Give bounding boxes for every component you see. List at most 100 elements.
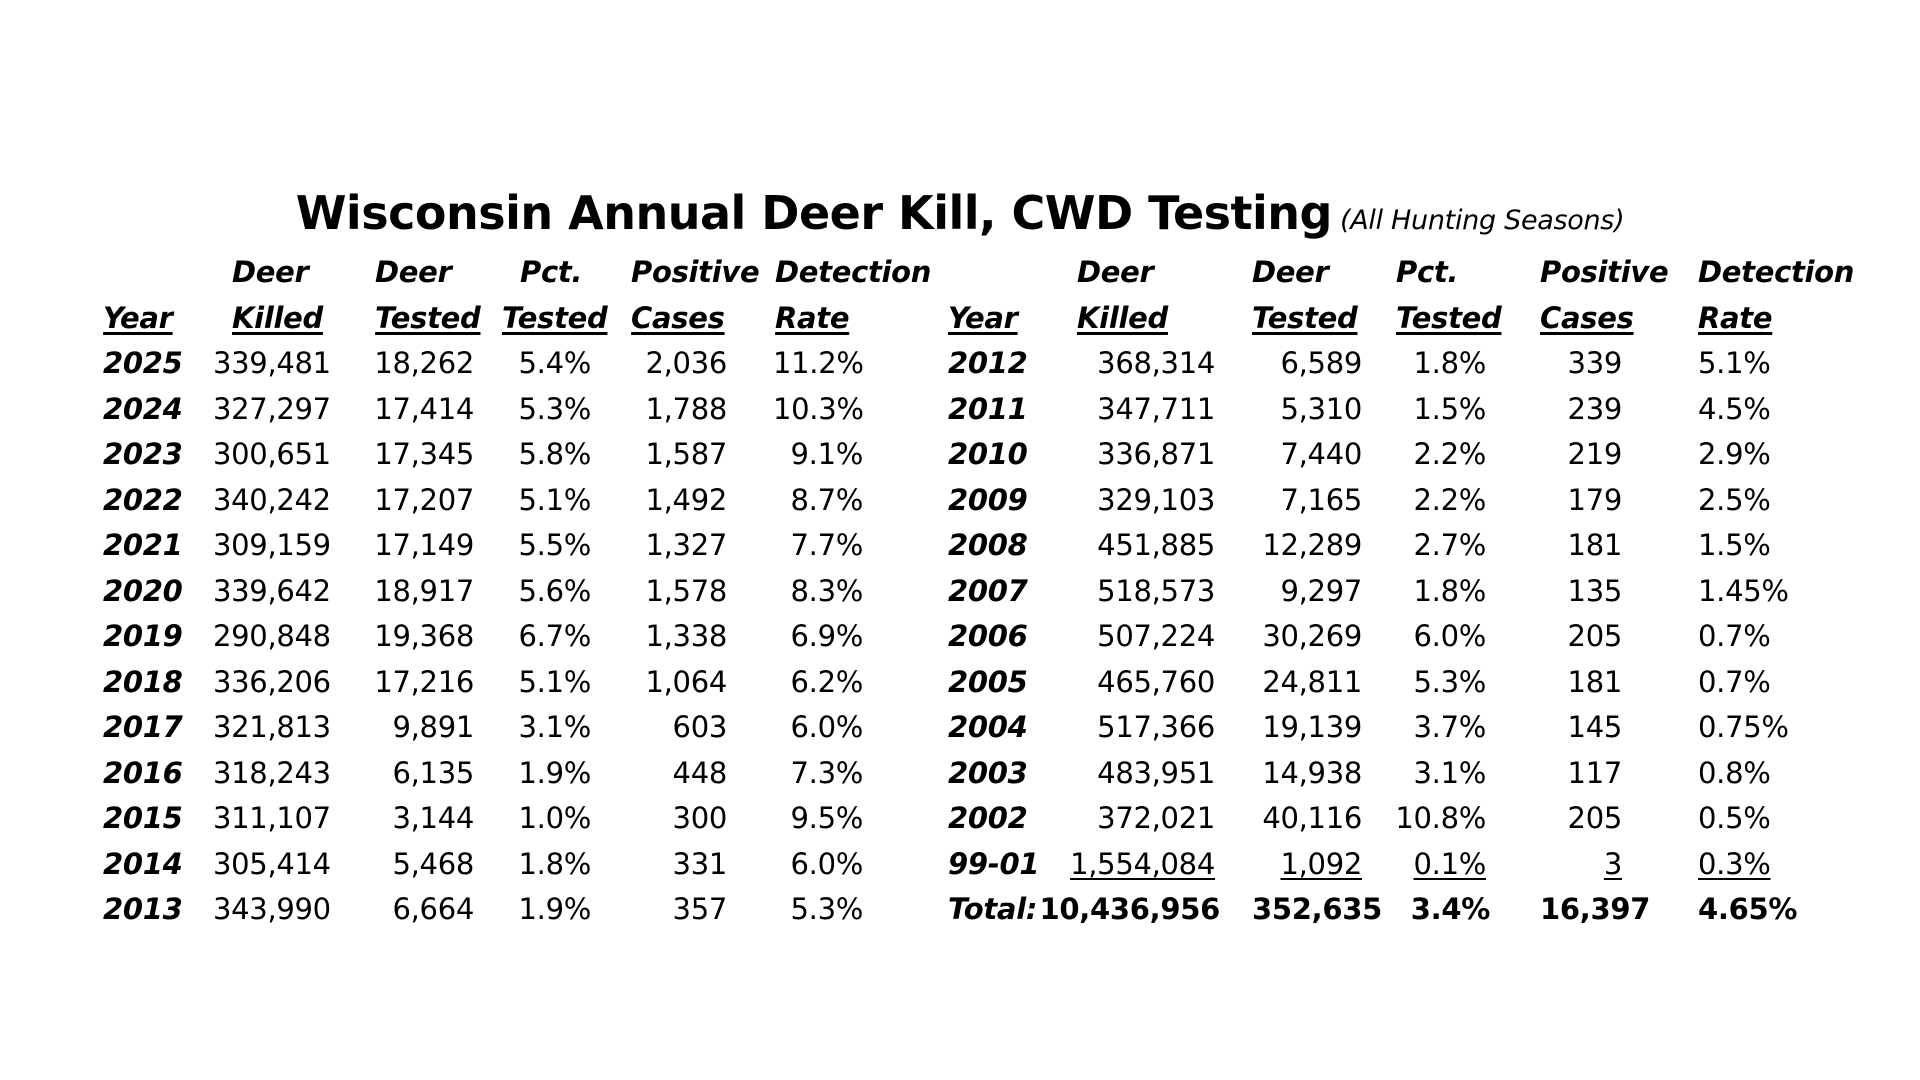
- header-pct-tested: Tested: [502, 300, 608, 335]
- cases-cell: 1,587: [645, 437, 727, 471]
- killed-cell: 451,885: [1097, 528, 1215, 562]
- rate-cell: 0.3%: [1698, 846, 1771, 881]
- tested-cell: 30,269: [1262, 619, 1362, 653]
- cases-cell: 2,036: [645, 346, 727, 380]
- rate-cell: 7.3%: [790, 755, 864, 790]
- tested-cell: 19,139: [1262, 710, 1362, 744]
- pct-cell: 5.6%: [518, 573, 592, 608]
- subtitle-text: (All Hunting Seasons): [1339, 205, 1625, 236]
- page-title: Wisconsin Annual Deer Kill, CWD Testing(…: [0, 186, 1920, 240]
- total-killed: 10,436,956: [1039, 892, 1221, 926]
- header-deer: Deer: [375, 255, 452, 289]
- tested-cell: 19,368: [374, 619, 474, 653]
- year-cell: 2009: [948, 482, 1028, 517]
- cases-cell: 205: [1567, 619, 1623, 653]
- tested-cell: 14,938: [1262, 755, 1362, 790]
- cases-cell: 117: [1567, 755, 1623, 790]
- tested-cell: 9,891: [392, 710, 474, 744]
- year-cell: 2013: [103, 892, 183, 926]
- header-positive: Positive: [1540, 255, 1669, 289]
- cases-cell: 145: [1567, 710, 1623, 744]
- killed-cell: 336,206: [213, 664, 331, 699]
- year-cell: 2008: [948, 528, 1028, 562]
- header-pct: Pct.: [1396, 255, 1459, 289]
- pct-cell: 1.9%: [518, 892, 592, 926]
- killed-cell: 311,107: [213, 801, 331, 835]
- cases-cell: 219: [1567, 437, 1623, 471]
- killed-cell: 465,760: [1097, 664, 1215, 699]
- rate-cell: 2.5%: [1698, 482, 1771, 517]
- rate-cell: 0.5%: [1698, 801, 1771, 835]
- header-year: Year: [103, 300, 173, 335]
- total-cases: 16,397: [1540, 892, 1651, 926]
- killed-cell: 507,224: [1097, 619, 1215, 653]
- tested-cell: 3,144: [392, 801, 474, 835]
- cases-cell: 3: [1603, 846, 1622, 881]
- header-rate: Rate: [1698, 300, 1773, 335]
- rate-cell: 11.2%: [773, 346, 864, 380]
- total-rate: 4.65%: [1698, 892, 1798, 926]
- cases-cell: 339: [1567, 346, 1623, 380]
- tested-cell: 12,289: [1262, 528, 1362, 562]
- rate-cell: 6.9%: [790, 619, 864, 653]
- year-cell: 2025: [103, 346, 183, 380]
- year-cell: 2018: [103, 664, 183, 699]
- rate-cell: 8.3%: [790, 573, 864, 608]
- header-positive: Positive: [631, 255, 760, 289]
- tested-cell: 17,414: [374, 391, 474, 426]
- tested-cell: 17,207: [374, 482, 474, 517]
- pct-cell: 1.9%: [518, 755, 592, 790]
- rate-cell: 8.7%: [790, 482, 864, 517]
- year-cell: 2021: [103, 528, 183, 562]
- cases-cell: 1,327: [645, 528, 727, 562]
- cases-cell: 331: [672, 846, 728, 881]
- killed-cell: 305,414: [213, 846, 331, 881]
- rate-cell: 4.5%: [1698, 391, 1771, 426]
- year-cell: 2004: [948, 710, 1028, 744]
- cases-cell: 448: [672, 755, 728, 790]
- rate-cell: 9.5%: [790, 801, 864, 835]
- killed-cell: 327,297: [213, 391, 331, 426]
- killed-cell: 329,103: [1097, 482, 1215, 517]
- year-cell: 2012: [948, 346, 1028, 380]
- pct-cell: 1.5%: [1413, 391, 1487, 426]
- tested-cell: 17,216: [374, 664, 474, 699]
- cases-cell: 179: [1567, 482, 1623, 517]
- header-deer: Deer: [1252, 255, 1329, 289]
- rate-cell: 6.0%: [790, 846, 864, 881]
- pct-cell: 5.5%: [518, 528, 592, 562]
- killed-cell: 339,642: [213, 573, 331, 608]
- header-killed: Killed: [1077, 300, 1168, 335]
- tested-cell: 24,811: [1262, 664, 1362, 699]
- tested-cell: 7,165: [1280, 482, 1362, 517]
- pct-cell: 6.0%: [1413, 619, 1487, 653]
- pct-cell: 10.8%: [1395, 801, 1486, 835]
- pct-cell: 2.2%: [1413, 437, 1487, 471]
- total-pct: 3.4%: [1410, 892, 1491, 926]
- rate-cell: 6.0%: [790, 710, 864, 744]
- cases-cell: 300: [672, 801, 728, 835]
- cases-cell: 181: [1567, 528, 1623, 562]
- killed-cell: 517,366: [1097, 710, 1215, 744]
- pct-cell: 5.3%: [518, 391, 592, 426]
- header-deer: Deer: [1077, 255, 1154, 289]
- rate-cell: 5.3%: [790, 892, 864, 926]
- pct-cell: 1.0%: [518, 801, 592, 835]
- header-detection: Detection: [775, 255, 932, 289]
- cases-cell: 1,338: [645, 619, 727, 653]
- year-cell: 2023: [103, 437, 183, 471]
- rate-cell: 1.5%: [1698, 528, 1771, 562]
- pct-cell: 0.1%: [1413, 846, 1487, 881]
- pct-cell: 5.8%: [518, 437, 592, 471]
- killed-cell: 347,711: [1097, 391, 1215, 426]
- header-rate: Rate: [775, 300, 850, 335]
- header-cases: Cases: [631, 300, 725, 335]
- cases-cell: 1,064: [645, 664, 727, 699]
- cases-cell: 1,578: [645, 573, 727, 608]
- killed-cell: 343,990: [213, 892, 331, 926]
- year-cell: 2016: [103, 755, 183, 790]
- rate-cell: 7.7%: [790, 528, 864, 562]
- killed-cell: 368,314: [1097, 346, 1215, 380]
- killed-cell: 309,159: [213, 528, 331, 562]
- year-cell: 2017: [103, 710, 183, 744]
